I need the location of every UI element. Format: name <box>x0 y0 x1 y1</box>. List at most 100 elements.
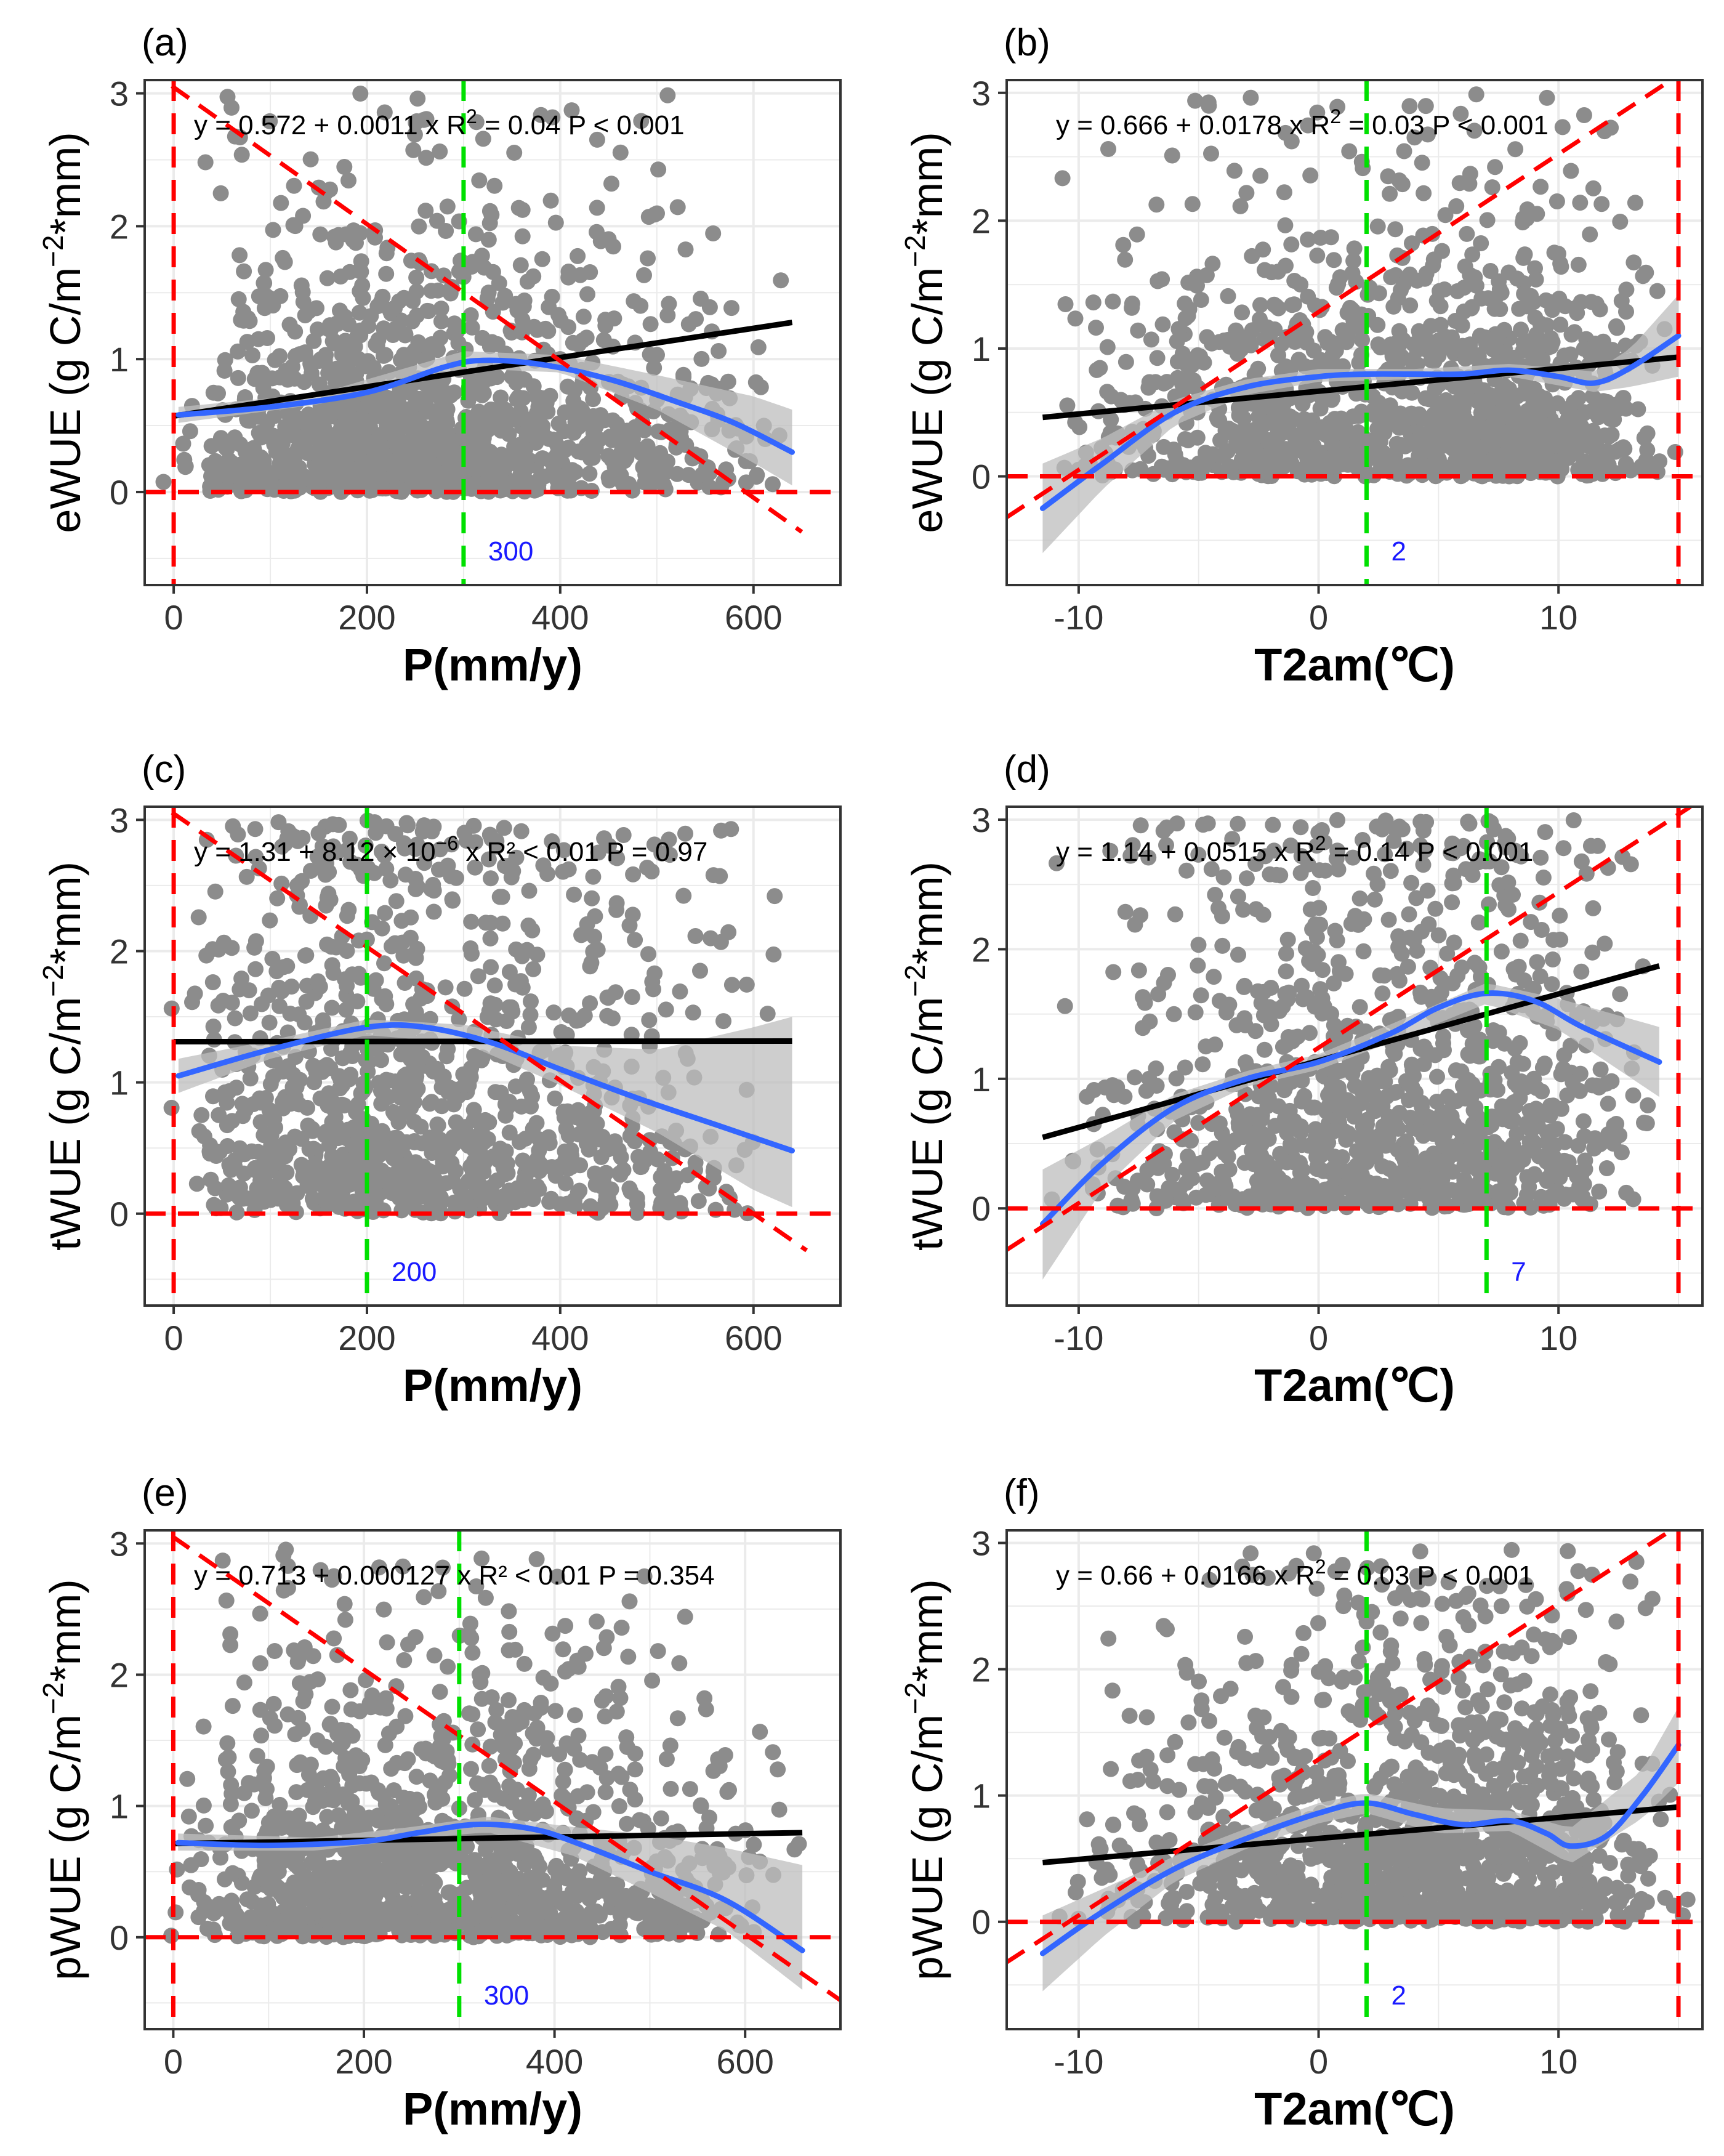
data-point <box>1382 185 1398 202</box>
data-point <box>387 321 403 337</box>
data-point <box>1470 914 1487 931</box>
data-point <box>250 1144 267 1160</box>
data-point <box>1270 347 1286 364</box>
data-point <box>544 833 560 850</box>
data-point <box>499 1165 516 1181</box>
data-point <box>1348 1143 1365 1160</box>
data-point <box>342 446 358 463</box>
data-point <box>286 177 302 194</box>
data-point <box>1374 985 1391 1002</box>
data-point <box>663 1176 679 1192</box>
data-point <box>427 1138 443 1155</box>
data-point <box>207 883 224 900</box>
data-point <box>297 307 313 324</box>
data-point <box>310 973 326 990</box>
data-point <box>1598 1160 1615 1176</box>
data-point <box>565 392 582 409</box>
data-point <box>1437 207 1454 224</box>
plot-area <box>1007 80 1702 585</box>
data-point <box>326 333 342 349</box>
data-point <box>1537 824 1553 841</box>
data-point <box>176 451 193 468</box>
data-point <box>1429 1068 1445 1085</box>
data-point <box>455 1128 472 1144</box>
y-tick-label: 0 <box>110 473 129 512</box>
data-point <box>1565 394 1582 411</box>
data-point <box>439 198 456 215</box>
data-point <box>1109 1079 1126 1096</box>
data-point <box>1627 195 1643 211</box>
data-point <box>500 450 517 467</box>
regression-equation: y = 1.31 + 8.12 × 10−6 x R² < 0.01 P = 0… <box>194 832 707 867</box>
data-point <box>382 872 399 889</box>
data-point <box>1221 996 1238 1013</box>
data-point <box>1500 830 1517 847</box>
data-point <box>238 868 255 885</box>
data-point <box>1408 890 1425 906</box>
data-point <box>687 928 704 944</box>
data-point <box>1294 977 1310 994</box>
data-point <box>269 890 286 906</box>
data-point <box>319 270 336 286</box>
data-point <box>368 825 384 841</box>
data-point <box>1455 395 1472 411</box>
data-point <box>1573 853 1590 870</box>
data-point <box>385 301 401 317</box>
data-point <box>1341 143 1358 159</box>
data-point <box>1528 1105 1544 1122</box>
data-point <box>1382 863 1399 879</box>
data-point <box>1391 818 1408 835</box>
data-point <box>470 432 487 448</box>
data-point <box>1417 390 1434 406</box>
data-point <box>424 430 440 446</box>
data-point <box>187 985 203 1002</box>
data-point <box>332 302 348 319</box>
data-point <box>441 1080 458 1096</box>
data-point <box>1550 246 1566 262</box>
data-point <box>331 817 347 833</box>
data-point <box>1427 900 1444 917</box>
data-point <box>341 830 358 847</box>
data-point <box>1403 874 1420 891</box>
data-point <box>411 1189 428 1205</box>
data-point <box>1132 817 1149 834</box>
data-point <box>259 330 275 346</box>
data-point <box>1313 466 1329 482</box>
data-point <box>632 297 649 314</box>
data-point <box>329 844 346 860</box>
data-point <box>332 268 349 285</box>
data-point <box>599 1007 616 1024</box>
linear-fit-line <box>1042 354 1679 421</box>
data-point <box>320 440 337 456</box>
data-point <box>579 286 595 302</box>
data-point <box>334 1127 350 1144</box>
y-axis-title-tail: *mm) <box>41 132 89 235</box>
data-point <box>232 1140 248 1157</box>
data-point <box>1067 414 1084 430</box>
data-point <box>1302 1025 1318 1041</box>
data-point <box>558 1121 574 1137</box>
data-point <box>468 114 485 131</box>
data-point <box>1117 903 1134 920</box>
data-point <box>318 855 334 871</box>
data-point <box>246 442 262 459</box>
data-point <box>234 1096 251 1112</box>
data-point <box>256 1126 273 1142</box>
data-point <box>1419 882 1436 899</box>
data-point <box>1181 358 1198 375</box>
panel-b: 2y = 0.666 + 0.0178 x R2 = 0.03 P < 0.00… <box>899 22 1704 690</box>
data-point <box>688 311 704 328</box>
data-point <box>578 329 595 346</box>
data-point <box>402 929 419 946</box>
data-point <box>344 1137 361 1154</box>
data-point <box>1529 341 1546 358</box>
data-point <box>627 932 643 948</box>
data-point <box>1329 812 1345 828</box>
data-point <box>566 886 582 903</box>
data-point <box>294 284 311 301</box>
data-point <box>480 1131 496 1147</box>
data-point <box>506 145 523 161</box>
data-point <box>684 450 701 467</box>
data-point <box>1241 1129 1257 1145</box>
data-point <box>633 113 650 129</box>
